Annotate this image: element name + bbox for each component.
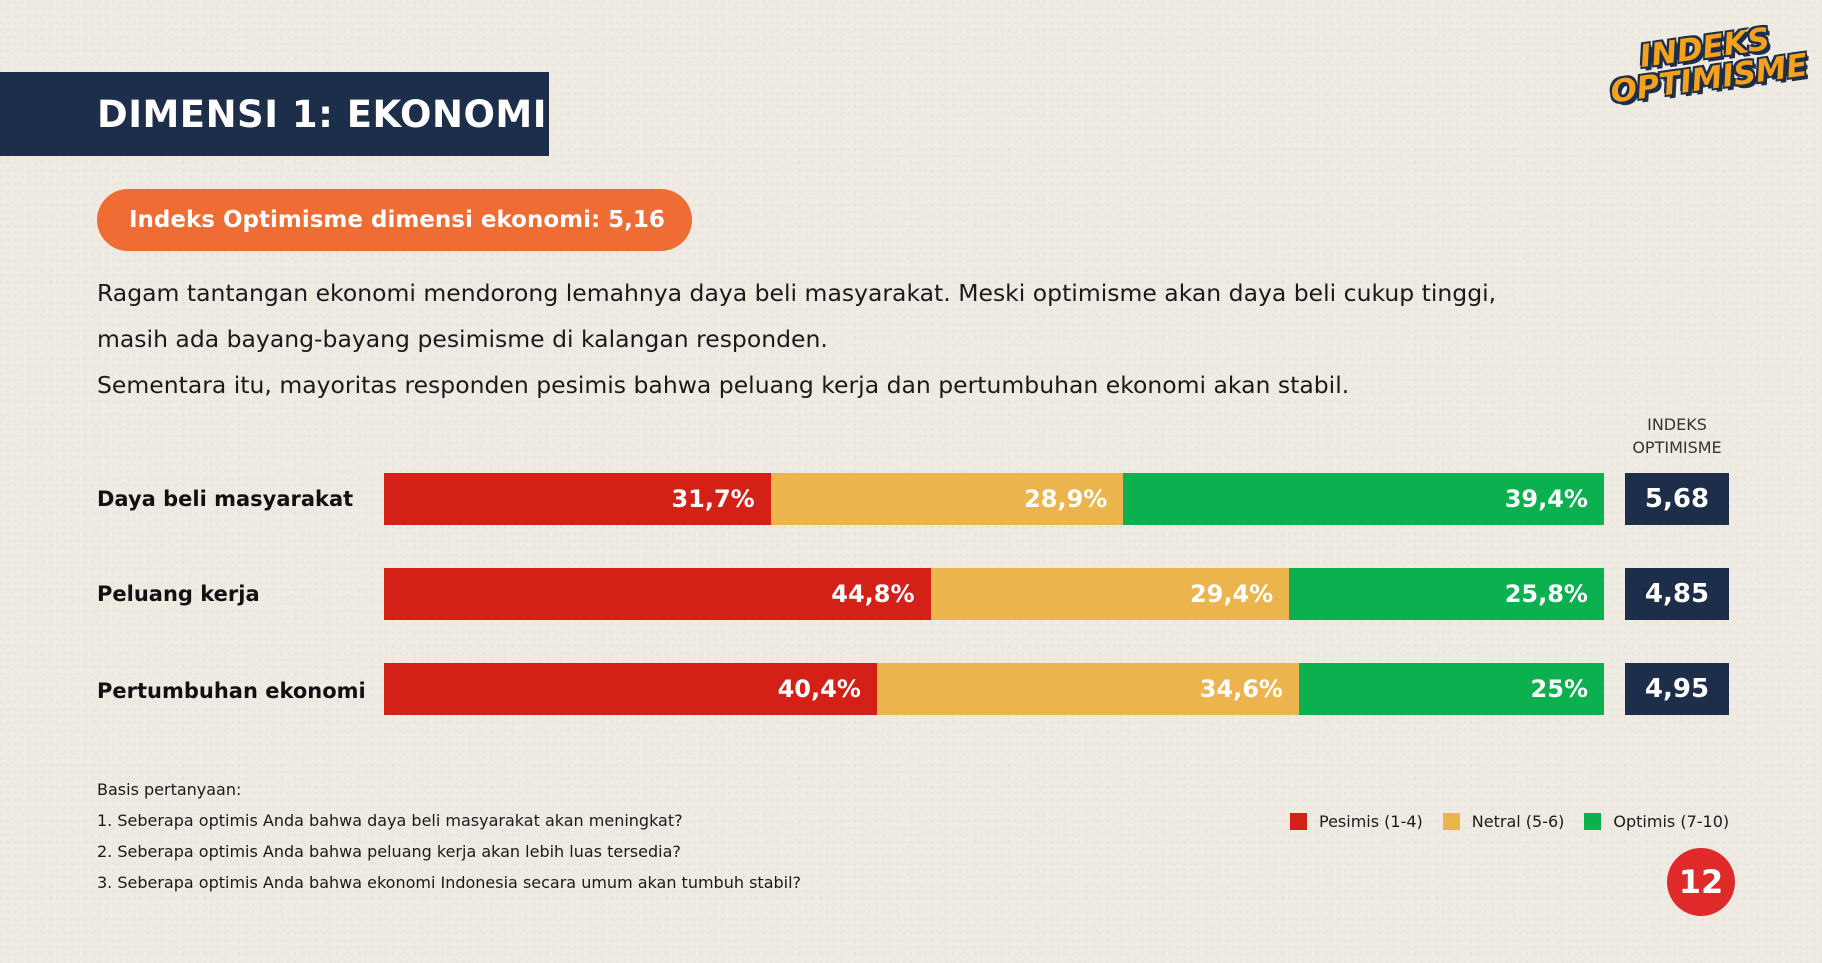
chart-legend: Pesimis (1-4) Netral (5-6) Optimis (7-10… — [1290, 812, 1729, 831]
index-value-box: 4,95 — [1625, 663, 1729, 715]
bar-segment-optimis: 39,4% — [1123, 473, 1604, 525]
bar-segment-optimis: 25% — [1299, 663, 1604, 715]
bar-segment-netral: 29,4% — [930, 568, 1290, 620]
index-value-box: 4,85 — [1625, 568, 1729, 620]
question-basis: Basis pertanyaan: 1. Seberapa optimis An… — [97, 774, 801, 898]
legend-item-netral: Netral (5-6) — [1442, 812, 1565, 831]
index-value: 4,95 — [1644, 674, 1710, 704]
data-label-pesimis: 44,8% — [831, 580, 915, 608]
index-value: 4,85 — [1644, 579, 1710, 609]
page-number: 12 — [1678, 863, 1724, 901]
bar-segment-netral: 28,9% — [770, 473, 1124, 525]
indeks-optimisme-logo: INDEKS OPTIMISME — [1608, 11, 1810, 118]
bar-row-peluang-kerja: 44,8% 29,4% 25,8% — [384, 568, 1604, 620]
index-header-line-1: INDEKS — [1647, 415, 1707, 434]
legend-label-pesimis: Pesimis (1-4) — [1319, 812, 1423, 831]
legend-item-optimis: Optimis (7-10) — [1584, 812, 1729, 831]
category-label-pertumbuhan-ekonomi: Pertumbuhan ekonomi — [97, 679, 366, 703]
legend-swatch-netral — [1442, 813, 1460, 830]
category-label-peluang-kerja: Peluang kerja — [97, 582, 260, 606]
bar-row-pertumbuhan-ekonomi: 40,4% 34,6% 25% — [384, 663, 1604, 715]
description: Ragam tantangan ekonomi mendorong lemahn… — [97, 270, 1657, 408]
data-label-pesimis: 31,7% — [671, 485, 755, 513]
bar-segment-pesimis: 31,7% — [384, 473, 771, 525]
dimension-index-pill: Indeks Optimisme dimensi ekonomi: 5,16 — [97, 189, 692, 251]
index-header-line-2: OPTIMISME — [1632, 438, 1722, 457]
bar-segment-netral: 34,6% — [876, 663, 1299, 715]
data-label-netral: 28,9% — [1024, 485, 1108, 513]
index-column-header: INDEKS OPTIMISME — [1612, 413, 1742, 459]
basis-title: Basis pertanyaan: — [97, 780, 242, 799]
bar-row-daya-beli-masyarakat: 31,7% 28,9% 39,4% — [384, 473, 1604, 525]
data-label-netral: 34,6% — [1199, 675, 1283, 703]
title-banner: DIMENSI 1: EKONOMI — [0, 72, 549, 156]
description-line-3: Sementara itu, mayoritas responden pesim… — [97, 371, 1350, 399]
bar-segment-pesimis: 40,4% — [384, 663, 877, 715]
bar-segment-pesimis: 44,8% — [384, 568, 931, 620]
page-title: DIMENSI 1: EKONOMI — [97, 92, 548, 136]
legend-swatch-pesimis — [1290, 813, 1307, 830]
category-label-daya-beli-masyarakat: Daya beli masyarakat — [97, 487, 354, 511]
index-value: 5,68 — [1644, 484, 1710, 514]
data-label-optimis: 25% — [1530, 675, 1588, 703]
dimension-index-text: Indeks Optimisme dimensi ekonomi: 5,16 — [129, 207, 665, 233]
description-line-1: Ragam tantangan ekonomi mendorong lemahn… — [97, 279, 1497, 307]
data-label-netral: 29,4% — [1189, 580, 1274, 608]
description-line-2: masih ada bayang-bayang pesimisme di kal… — [97, 325, 828, 353]
data-label-pesimis: 40,4% — [777, 675, 861, 703]
data-label-optimis: 25,8% — [1504, 580, 1588, 608]
legend-label-optimis: Optimis (7-10) — [1613, 812, 1730, 831]
legend-label-netral: Netral (5-6) — [1471, 812, 1565, 831]
page-number-badge: 12 — [1667, 848, 1735, 916]
index-value-box: 5,68 — [1625, 473, 1729, 525]
basis-question-3: 3. Seberapa optimis Anda bahwa ekonomi I… — [97, 873, 802, 892]
legend-item-pesimis: Pesimis (1-4) — [1290, 812, 1423, 831]
data-label-optimis: 39,4% — [1504, 485, 1588, 513]
legend-swatch-optimis — [1584, 813, 1602, 830]
bar-segment-optimis: 25,8% — [1289, 568, 1604, 620]
basis-question-1: 1. Seberapa optimis Anda bahwa daya beli… — [97, 811, 683, 830]
basis-question-2: 2. Seberapa optimis Anda bahwa peluang k… — [97, 842, 681, 861]
